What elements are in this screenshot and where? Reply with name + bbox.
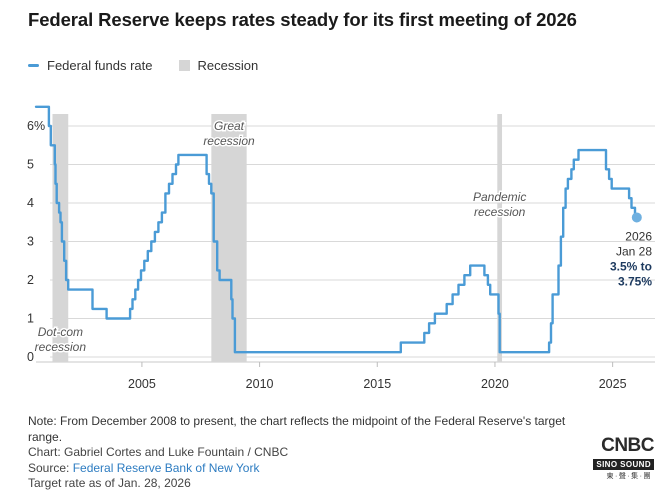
recession-label: Dot-com (38, 325, 83, 339)
legend-recession-swatch (178, 60, 190, 71)
x-tick-label: 2025 (599, 377, 627, 391)
recession-label: recession (35, 340, 87, 354)
y-tick-label: 0 (27, 350, 34, 364)
footnotes: Note: From December 2008 to present, the… (28, 414, 588, 492)
recession-label: recession (474, 205, 526, 219)
legend-recession-label: Recession (197, 58, 259, 73)
x-tick-label: 2020 (481, 377, 509, 391)
y-tick-label: 3 (27, 235, 34, 249)
y-tick-label: 2 (27, 273, 34, 287)
annotation-range-1: 3.5% to (610, 259, 652, 273)
annotation-range-2: 3.75% (618, 274, 652, 288)
chart-title: Federal Reserve keeps rates steady for i… (28, 9, 577, 30)
watermark-subtext: 東·聲·集·團 (606, 473, 652, 480)
y-tick-label: 4 (27, 196, 34, 210)
legend-line-swatch (28, 64, 39, 67)
source-link[interactable]: Federal Reserve Bank of New York (72, 460, 260, 475)
y-tick-label: 6% (27, 119, 45, 133)
recession-label: recession (203, 134, 255, 148)
footnote-note: Note: From December 2008 to present, the… (28, 414, 566, 444)
legend: Federal funds rate Recession (28, 58, 258, 73)
y-tick-label: 1 (27, 312, 34, 326)
recession-label: Pandemic (473, 190, 526, 204)
annotation-year: 2026 (625, 229, 652, 243)
rate-series-line (34, 105, 639, 354)
y-tick-label: 5 (27, 158, 34, 172)
recession-band (211, 114, 247, 362)
legend-rate-label: Federal funds rate (47, 58, 153, 73)
footnote-asof: Target rate as of Jan. 28, 2026 (28, 476, 191, 490)
recession-band (497, 114, 503, 362)
footnote-credit: Chart: Gabriel Cortes and Luke Fountain … (28, 445, 289, 459)
endpoint-marker (631, 212, 642, 223)
watermark-text: SINO SOUND (593, 459, 654, 470)
cnbc-logo: CNBC SINO SOUND 東·聲·集·團 (562, 435, 654, 487)
annotation-date: Jan 28 (616, 244, 652, 258)
source-prefix: Source: (28, 460, 73, 475)
x-tick-label: 2015 (363, 377, 391, 391)
recession-label: Great (214, 119, 245, 133)
x-tick-label: 2005 (128, 377, 156, 391)
cnbc-wordmark: CNBC (601, 435, 654, 456)
x-tick-label: 2010 (246, 377, 274, 391)
footnote-source: Source: Federal Reserve Bank of New York (28, 461, 588, 477)
